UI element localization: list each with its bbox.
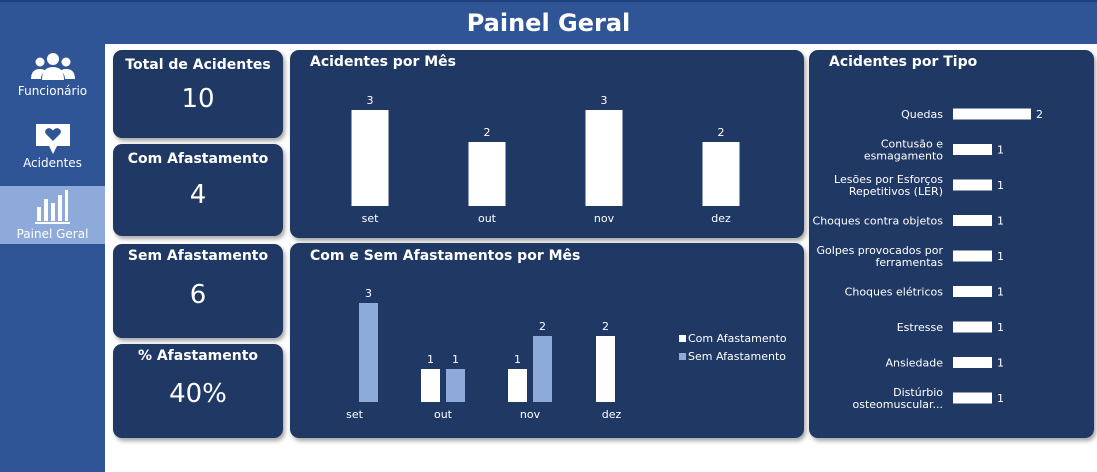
bar-com-afastamento xyxy=(421,369,440,402)
y-category-label: Estresse xyxy=(897,321,944,334)
kpi-title: Total de Acidentes xyxy=(125,57,271,73)
y-category-label: Contusão e esmagamento xyxy=(864,138,943,163)
y-category-label: Distúrbio osteomuscular... xyxy=(852,386,943,411)
x-tick-label: out xyxy=(478,212,497,225)
bar-value-label: 1 xyxy=(997,286,1004,299)
kpi-percent-afastamento-card: % Afastamento 40% xyxy=(113,344,283,438)
sidebar-item-funcionario[interactable]: Funcionário xyxy=(0,48,105,106)
sidebar-item-label: Painel Geral xyxy=(16,227,89,241)
bar-chart-icon xyxy=(34,190,70,224)
bar-sem-afastamento xyxy=(359,303,378,402)
y-category-label: Lesões por Esforços Repetitivos (LER) xyxy=(834,173,943,198)
kpi-com-afastamento-card: Com Afastamento 4 xyxy=(113,144,283,236)
bar-value-label: 1 xyxy=(997,357,1004,370)
bar xyxy=(585,110,623,206)
chart-title: Acidentes por Mês xyxy=(310,54,456,70)
chart-acidentes-por-tipo: Acidentes por Tipo 2 Quedas 1 Contusão e esm… xyxy=(809,50,1094,438)
bar-sem-afastamento xyxy=(446,369,465,402)
chart-acidentes-por-mes: Acidentes por Mês 3 set 2 out 3 nov 2 dez xyxy=(290,50,804,238)
bar xyxy=(953,144,992,155)
bar-value-label: 3 xyxy=(367,94,374,107)
kpi-title: Com Afastamento xyxy=(127,151,269,167)
header-bar: Painel Geral xyxy=(0,0,1097,44)
bar xyxy=(468,142,506,206)
bar-value-label: 3 xyxy=(601,94,608,107)
x-tick-label: nov xyxy=(594,212,615,225)
bar-value-label: 1 xyxy=(997,321,1004,334)
chart-acidentes-por-tipo-plot: 2 Quedas 1 Contusão e esmagamento 1 Lesões por… xyxy=(813,108,1043,411)
kpi-value: 40% xyxy=(169,379,227,409)
sidebar-item-painel-geral[interactable]: Painel Geral xyxy=(0,186,105,244)
bar-value-label: 1 xyxy=(997,215,1004,228)
bar xyxy=(953,357,992,368)
x-tick-label: dez xyxy=(602,408,622,421)
kpi-sem-afastamento-card: Sem Afastamento 6 xyxy=(113,244,283,338)
kpi-value: 6 xyxy=(189,280,207,310)
kpi-value: 10 xyxy=(181,84,215,114)
bar-value-label: 1 xyxy=(514,353,521,366)
legend-label: Com Afastamento xyxy=(688,332,787,345)
bar xyxy=(702,142,740,206)
y-category-label: Choques contra objetos xyxy=(813,215,944,228)
bar-value-label: 1 xyxy=(997,392,1004,405)
x-tick-label: set xyxy=(362,212,379,225)
x-tick-label: dez xyxy=(711,212,731,225)
chart-acidentes-por-mes-plot: 3 set 2 out 3 nov 2 dez xyxy=(351,94,740,225)
bar xyxy=(953,321,992,333)
bar xyxy=(953,250,992,262)
x-tick-label: set xyxy=(346,408,363,421)
users-icon xyxy=(30,53,75,80)
y-category-label: Golpes provocados por ferramentas xyxy=(817,244,944,269)
sidebar-item-label: Funcionário xyxy=(17,84,88,98)
bar xyxy=(351,110,389,206)
bar-value-label: 3 xyxy=(365,287,372,300)
sidebar-item-label: Acidentes xyxy=(23,156,82,170)
legend-swatch xyxy=(679,353,686,360)
bar-value-label: 1 xyxy=(997,179,1004,192)
bar xyxy=(953,215,992,226)
bar xyxy=(953,392,992,404)
bar-value-label: 2 xyxy=(718,126,725,139)
bar-value-label: 2 xyxy=(539,320,546,333)
sidebar-item-acidentes[interactable]: Acidentes xyxy=(0,120,105,178)
bar-com-afastamento xyxy=(508,369,527,402)
bar-value-label: 2 xyxy=(602,320,609,333)
bar-value-label: 1 xyxy=(427,353,434,366)
y-category-label: Choques elétricos xyxy=(845,286,944,299)
bar-value-label: 1 xyxy=(452,353,459,366)
x-tick-label: nov xyxy=(520,408,541,421)
bar-sem-afastamento xyxy=(533,336,552,402)
y-category-label: Ansiedade xyxy=(885,357,943,370)
sidebar: Funcionário Acidentes Painel Geral xyxy=(0,44,105,472)
bar xyxy=(953,286,992,297)
chart-title: Acidentes por Tipo xyxy=(829,54,978,70)
kpi-title: % Afastamento xyxy=(137,348,259,364)
bar-value-label: 2 xyxy=(484,126,491,139)
bar-value-label: 1 xyxy=(997,250,1004,263)
kpi-value: 4 xyxy=(189,180,207,210)
y-category-label: Quedas xyxy=(901,108,943,121)
chart-com-sem-afastamentos-plot: 3 set 1 1 out 1 2 nov 2 dez Com Afastamento Sem Afa… xyxy=(346,287,787,421)
legend-label: Sem Afastamento xyxy=(688,350,786,363)
bar-value-label: 2 xyxy=(1036,108,1043,121)
page-title: Painel Geral xyxy=(466,9,631,37)
legend-swatch xyxy=(679,335,686,342)
x-tick-label: out xyxy=(434,408,453,421)
heart-chat-icon xyxy=(35,124,70,154)
bar-com-afastamento xyxy=(596,336,615,402)
kpi-title: Sem Afastamento xyxy=(127,248,269,264)
bar-value-label: 1 xyxy=(997,144,1004,157)
chart-title: Com e Sem Afastamentos por Mês xyxy=(310,248,581,264)
chart-com-sem-afastamentos: Com e Sem Afastamentos por Mês 3 set 1 1 out… xyxy=(290,243,804,438)
bar xyxy=(953,108,1031,120)
bar xyxy=(953,179,992,191)
kpi-total-card: Total de Acidentes 10 xyxy=(113,50,283,138)
